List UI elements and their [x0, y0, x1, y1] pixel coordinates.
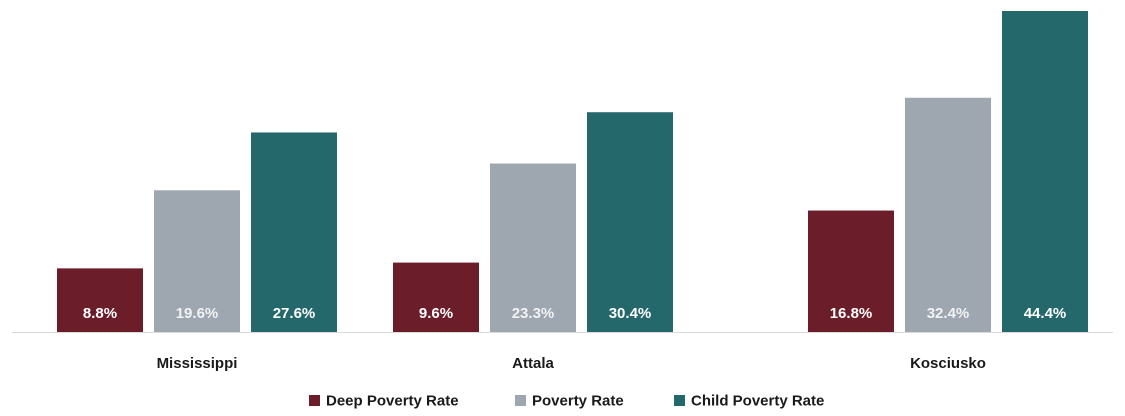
legend-item-deep-poverty-rate: Deep Poverty Rate — [309, 393, 459, 410]
data-label-child-poverty-rate-kosciusko: 44.4% — [1024, 305, 1067, 322]
legend-item-poverty-rate: Poverty Rate — [515, 393, 624, 410]
data-label-child-poverty-rate-attala: 30.4% — [609, 305, 652, 322]
data-label-poverty-rate-kosciusko: 32.4% — [927, 305, 970, 322]
bar-deep-poverty-rate-attala — [393, 262, 479, 332]
legend-swatch-deep-poverty-rate — [309, 395, 320, 406]
x-tick-label-attala: Attala — [512, 355, 554, 372]
bar-poverty-rate-mississippi — [154, 190, 240, 332]
bar-child-poverty-rate-mississippi — [251, 132, 337, 332]
legend-label-child-poverty-rate: Child Poverty Rate — [691, 393, 824, 410]
x-tick-label-kosciusko: Kosciusko — [910, 355, 986, 372]
bar-poverty-rate-kosciusko — [905, 97, 991, 332]
legend-swatch-child-poverty-rate — [674, 395, 685, 406]
data-label-poverty-rate-attala: 23.3% — [512, 305, 555, 322]
legend-label-deep-poverty-rate: Deep Poverty Rate — [326, 393, 459, 410]
legend: Deep Poverty Rate Poverty Rate Child Pover… — [309, 393, 824, 410]
bar-deep-poverty-rate-mississippi — [57, 268, 143, 332]
bars-layer — [57, 11, 1088, 332]
bar-deep-poverty-rate-kosciusko — [808, 210, 894, 332]
bar-child-poverty-rate-attala — [587, 112, 673, 332]
data-labels-layer: 8.8% 19.6% 27.6% 9.6% 23.3% 30.4% 16.8% 32.4% 44… — [83, 305, 1066, 322]
legend-item-child-poverty-rate: Child Poverty Rate — [674, 393, 824, 410]
data-label-deep-poverty-rate-mississippi: 8.8% — [83, 305, 117, 322]
x-tick-label-mississippi: Mississippi — [157, 355, 238, 372]
legend-label-poverty-rate: Poverty Rate — [532, 393, 624, 410]
bar-poverty-rate-attala — [490, 163, 576, 332]
x-tick-labels: Mississippi Attala Kosciusko — [157, 355, 986, 372]
data-label-poverty-rate-mississippi: 19.6% — [176, 305, 219, 322]
data-label-deep-poverty-rate-kosciusko: 16.8% — [830, 305, 873, 322]
data-label-deep-poverty-rate-attala: 9.6% — [419, 305, 453, 322]
data-label-child-poverty-rate-mississippi: 27.6% — [273, 305, 316, 322]
bar-child-poverty-rate-kosciusko — [1002, 11, 1088, 332]
legend-swatch-poverty-rate — [515, 395, 526, 406]
